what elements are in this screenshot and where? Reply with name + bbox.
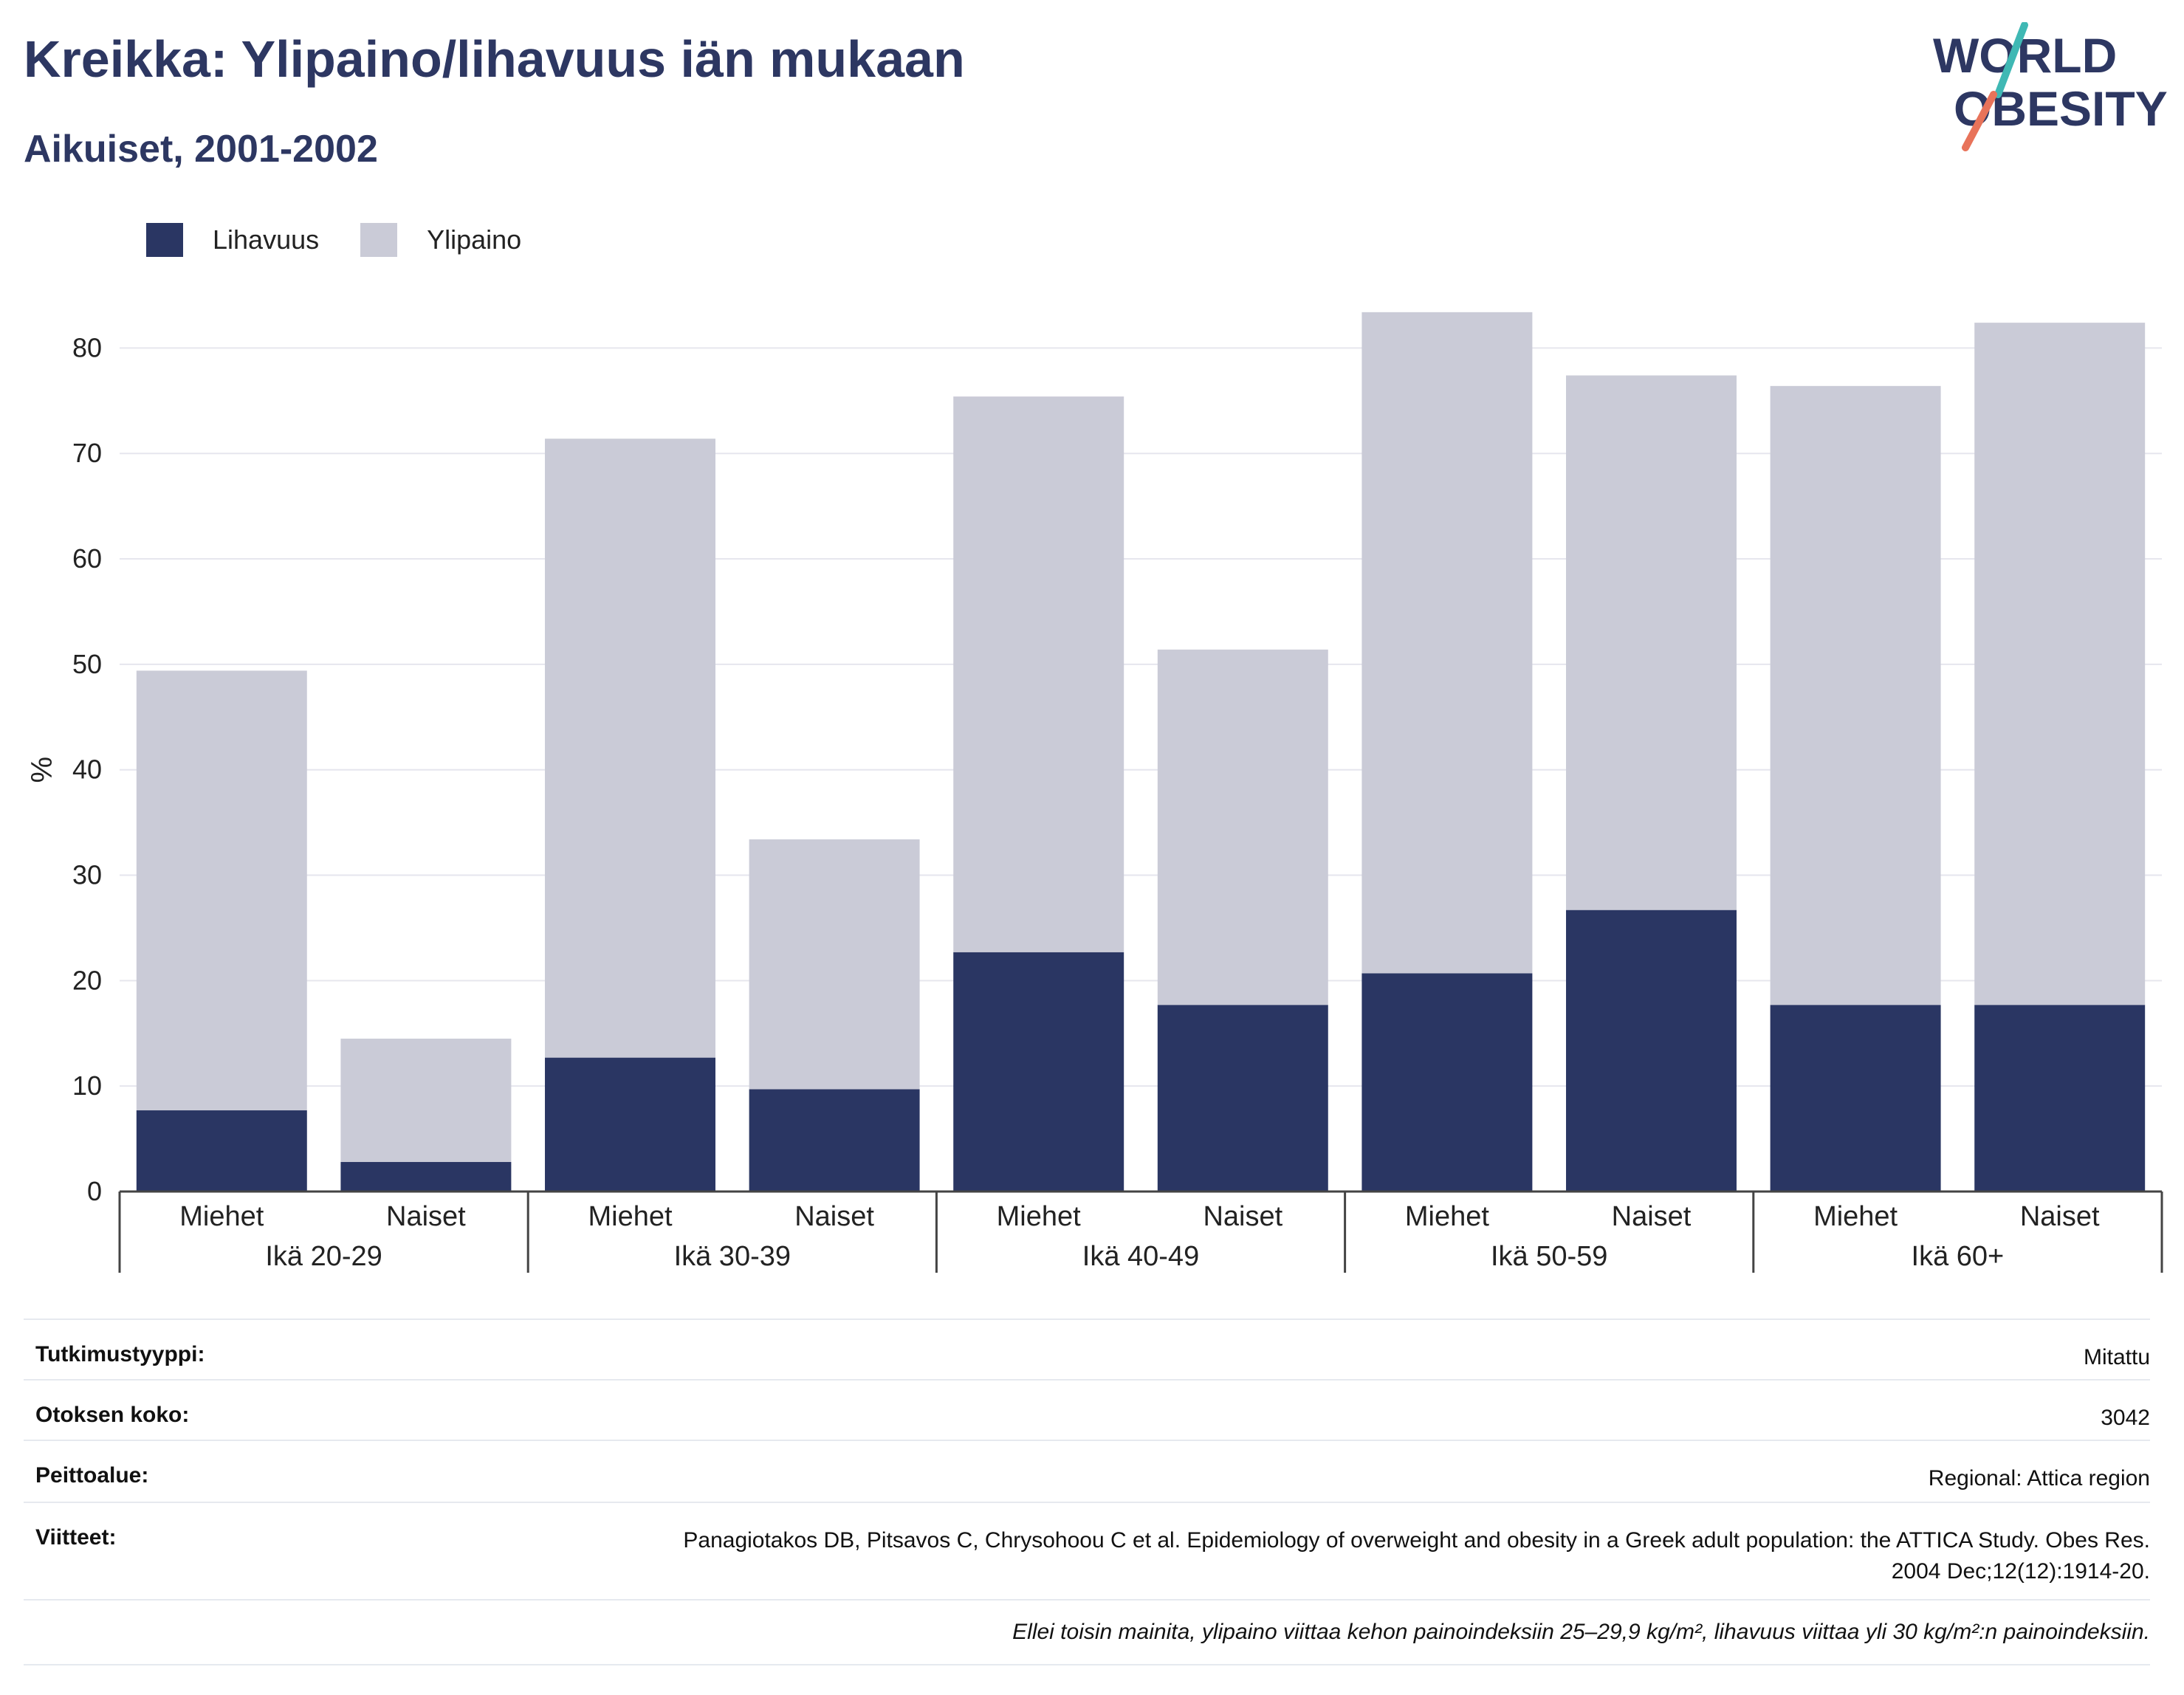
x-tick-label: Naiset	[1203, 1201, 1282, 1232]
x-tick-label: Naiset	[2020, 1201, 2100, 1232]
x-tick-label: Miehet	[1813, 1201, 1898, 1232]
group-label: Ikä 40-49	[1082, 1241, 1199, 1272]
definition-note: Ellei toisin mainita, ylipaino viittaa k…	[24, 1599, 2150, 1665]
x-tick-label: Naiset	[1612, 1201, 1692, 1232]
legend-label-ylipaino: Ylipaino	[427, 224, 522, 255]
info-label: Otoksen koko:	[35, 1403, 190, 1427]
bar-ylipaino-8	[1770, 385, 1941, 1005]
stacked-bar-chart: 0 10 20 30 40 50 60 70 80% Miehet Naiset Miehet Nais…	[26, 312, 2163, 1273]
bar-ylipaino-6	[1361, 312, 1533, 974]
chart-subtitle: Aikuiset, 2001-2002	[24, 128, 378, 171]
group-label: Ikä 60+	[1912, 1241, 2005, 1272]
y-tick-label: 10	[72, 1070, 102, 1101]
y-tick-label: 30	[72, 860, 102, 890]
group-label: Ikä 50-59	[1491, 1241, 1607, 1272]
chart-title: Kreikka: Ylipaino/lihavuus iän mukaan	[24, 30, 965, 88]
y-tick-label: 80	[72, 332, 102, 362]
bar-lihavuus-1	[340, 1162, 512, 1192]
bar-ylipaino-4	[953, 396, 1124, 952]
x-tick-label: Miehet	[1405, 1201, 1489, 1232]
bar-ylipaino-0	[136, 670, 307, 1111]
info-value: Regional: Attica region	[1928, 1466, 2150, 1491]
logo-line1: WORLD	[1933, 28, 2117, 83]
y-tick-label: 60	[72, 543, 102, 574]
bar-lihavuus-0	[136, 1110, 307, 1192]
logo-slash-red	[1962, 91, 1997, 151]
bar-lihavuus-7	[1566, 910, 1737, 1192]
bar-lihavuus-8	[1770, 1005, 1941, 1192]
x-tick-label: Miehet	[179, 1201, 264, 1232]
legend-swatch-ylipaino	[360, 223, 398, 257]
bar-lihavuus-9	[1974, 1005, 2146, 1192]
bar-ylipaino-5	[1157, 649, 1328, 1005]
y-tick-label: 20	[72, 965, 102, 995]
y-tick-label: 40	[72, 754, 102, 785]
bar-lihavuus-4	[953, 952, 1124, 1192]
x-tick-label: Miehet	[997, 1201, 1081, 1232]
study-info-table: Tutkimustyyppi: Mitattu Otoksen koko: 30…	[24, 1318, 2150, 1665]
info-label: Tutkimustyyppi:	[35, 1342, 205, 1366]
bar-ylipaino-7	[1566, 375, 1737, 910]
x-tick-label: Naiset	[794, 1201, 874, 1232]
y-tick-label: 70	[72, 438, 102, 468]
info-row-coverage: Peittoalue: Regional: Attica region	[24, 1440, 2150, 1502]
logo-slash-teal	[1994, 22, 2028, 98]
info-value: Mitattu	[2083, 1345, 2150, 1369]
bar-ylipaino-2	[545, 439, 715, 1058]
info-value: Panagiotakos DB, Pitsavos C, Chrysohoou …	[683, 1528, 2150, 1584]
bar-lihavuus-6	[1361, 973, 1533, 1192]
info-label: Peittoalue:	[35, 1463, 149, 1488]
world-obesity-logo: WORLD OBESITY	[1933, 22, 2168, 151]
legend-swatch-lihavuus	[146, 223, 183, 257]
y-tick-label: 0	[87, 1176, 102, 1206]
info-row-sample-size: Otoksen koko: 3042	[24, 1379, 2150, 1440]
y-axis-label: %	[26, 757, 58, 783]
bar-ylipaino-9	[1974, 323, 2146, 1005]
y-tick-label: 50	[72, 649, 102, 679]
info-row-references: Viitteet: Panagiotakos DB, Pitsavos C, C…	[24, 1502, 2150, 1599]
group-label: Ikä 20-29	[265, 1241, 382, 1272]
x-tick-label: Miehet	[588, 1201, 672, 1232]
legend-item-ylipaino[interactable]: Ylipaino	[360, 223, 521, 257]
legend: Lihavuus Ylipaino	[146, 221, 563, 258]
bar-ylipaino-1	[340, 1038, 512, 1163]
bar-lihavuus-3	[749, 1089, 920, 1192]
bar-lihavuus-5	[1157, 1005, 1328, 1192]
group-label: Ikä 30-39	[674, 1241, 791, 1272]
x-tick-label: Naiset	[386, 1201, 466, 1232]
legend-item-lihavuus[interactable]: Lihavuus	[146, 223, 319, 257]
info-value: 3042	[2101, 1406, 2150, 1430]
bar-ylipaino-3	[749, 839, 920, 1090]
info-row-study-type: Tutkimustyyppi: Mitattu	[24, 1318, 2150, 1379]
legend-label-lihavuus: Lihavuus	[213, 224, 320, 255]
bar-lihavuus-2	[545, 1057, 715, 1192]
info-label: Viitteet:	[35, 1525, 117, 1550]
